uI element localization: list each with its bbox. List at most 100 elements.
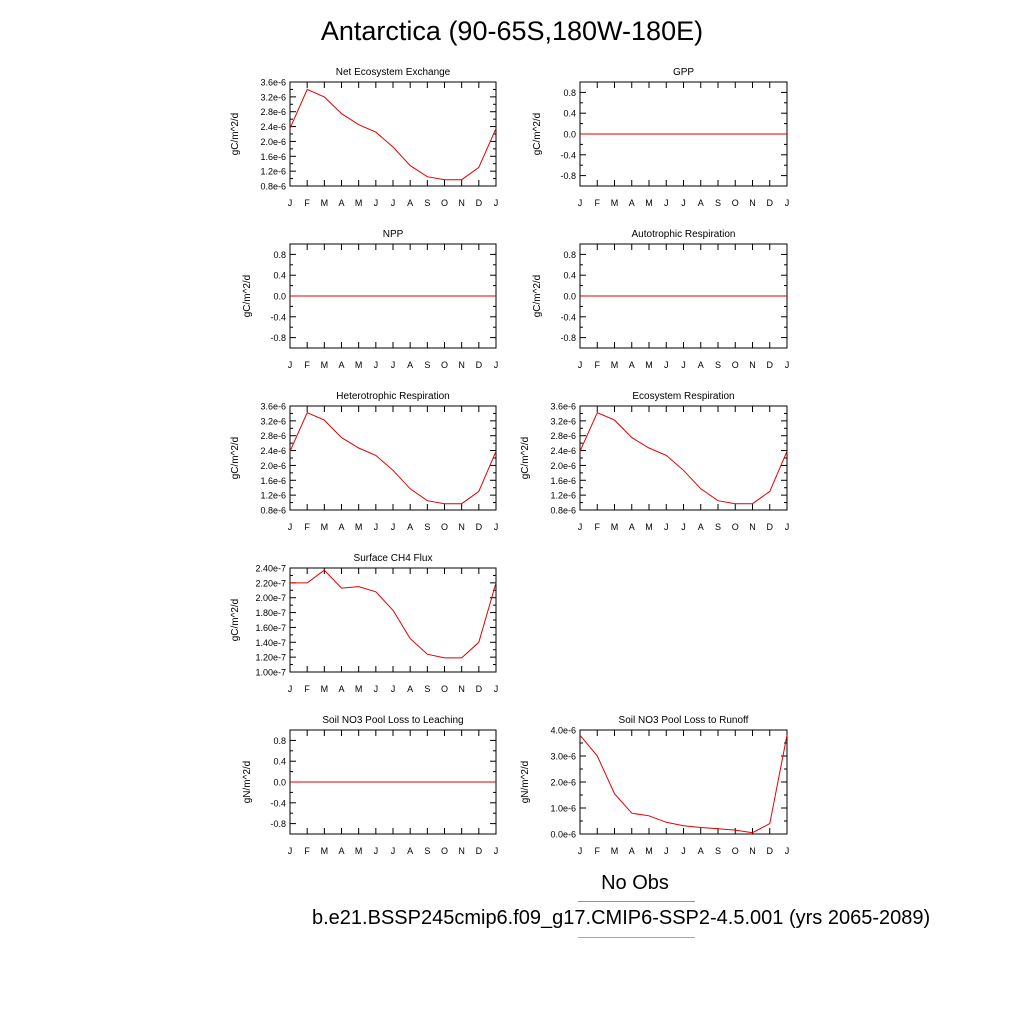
x-tick-label: A	[407, 360, 413, 370]
y-axis-label: gN/m^2/d	[242, 761, 253, 804]
x-tick-label: A	[407, 684, 413, 694]
y-tick-label: -0.8	[560, 333, 576, 343]
x-tick-label: J	[288, 522, 293, 532]
x-tick-label: D	[476, 198, 483, 208]
x-tick-label: D	[476, 846, 483, 856]
x-tick-label: F	[595, 522, 601, 532]
y-tick-label: 0.8	[563, 250, 576, 260]
x-tick-label: J	[494, 360, 499, 370]
x-tick-label: J	[288, 684, 293, 694]
x-tick-label: M	[355, 684, 363, 694]
panel-title: Ecosystem Respiration	[632, 391, 734, 402]
y-axis-label: gC/m^2/d	[242, 275, 253, 318]
y-tick-label: 2.0e-6	[550, 778, 576, 788]
x-tick-label: J	[578, 522, 583, 532]
x-tick-label: J	[391, 360, 396, 370]
x-tick-label: M	[645, 198, 653, 208]
y-tick-label: 2.40e-7	[255, 564, 286, 574]
y-tick-label: 1.2e-6	[260, 167, 286, 177]
x-tick-label: F	[304, 360, 310, 370]
y-tick-label: 3.0e-6	[550, 752, 576, 762]
x-tick-label: J	[785, 522, 790, 532]
y-tick-label: 1.0e-6	[550, 804, 576, 814]
x-tick-label: A	[338, 846, 344, 856]
series-line	[289, 412, 497, 505]
y-tick-label: 1.6e-6	[260, 152, 286, 162]
x-tick-label: O	[732, 522, 739, 532]
x-tick-label: J	[494, 522, 499, 532]
x-tick-label: O	[732, 198, 739, 208]
x-tick-label: D	[767, 846, 774, 856]
y-tick-label: 2.4e-6	[260, 446, 286, 456]
x-tick-label: A	[629, 846, 635, 856]
x-tick-label: S	[424, 360, 430, 370]
x-tick-label: N	[749, 360, 756, 370]
y-tick-label: 2.8e-6	[550, 431, 576, 441]
x-tick-label: S	[424, 522, 430, 532]
x-tick-label: D	[767, 360, 774, 370]
y-tick-label: 3.6e-6	[260, 78, 286, 88]
y-tick-label: 1.6e-6	[550, 476, 576, 486]
panel-title: Soil NO3 Pool Loss to Runoff	[619, 715, 749, 726]
y-tick-label: 3.6e-6	[550, 402, 576, 412]
x-tick-label: N	[749, 846, 756, 856]
x-tick-label: M	[645, 522, 653, 532]
panel-frame	[579, 405, 788, 511]
y-tick-label: 1.60e-7	[255, 623, 286, 633]
x-tick-label: J	[374, 360, 379, 370]
panel-title: Autotrophic Respiration	[632, 229, 736, 240]
y-tick-label: -0.4	[560, 312, 576, 322]
y-tick-label: 3.2e-6	[260, 416, 286, 426]
y-tick-label: 0.8e-6	[260, 182, 286, 192]
panel-title: Soil NO3 Pool Loss to Leaching	[322, 715, 463, 726]
x-tick-label: A	[698, 522, 704, 532]
x-tick-label: J	[494, 846, 499, 856]
x-tick-label: F	[304, 522, 310, 532]
x-tick-label: A	[629, 198, 635, 208]
y-axis-label: gC/m^2/d	[230, 599, 241, 642]
x-tick-label: A	[338, 360, 344, 370]
x-tick-label: F	[595, 198, 601, 208]
x-tick-label: J	[391, 522, 396, 532]
y-tick-label: -0.8	[270, 819, 286, 829]
x-tick-label: J	[374, 684, 379, 694]
y-tick-label: 2.20e-7	[255, 578, 286, 588]
y-tick-label: 1.20e-7	[255, 653, 286, 663]
panel-8: Soil NO3 Pool Loss to Leaching gN/m^2/d J F…	[242, 715, 498, 856]
y-tick-label: 3.6e-6	[260, 402, 286, 412]
y-tick-label: 2.8e-6	[260, 107, 286, 117]
x-tick-label: J	[578, 846, 583, 856]
y-tick-label: 1.2e-6	[550, 491, 576, 501]
x-tick-label: J	[494, 198, 499, 208]
x-tick-label: M	[645, 846, 653, 856]
x-tick-label: F	[595, 846, 601, 856]
y-tick-label: 1.80e-7	[255, 608, 286, 618]
x-tick-label: M	[355, 360, 363, 370]
y-tick-label: 3.2e-6	[260, 92, 286, 102]
x-tick-label: O	[441, 846, 448, 856]
y-tick-label: 1.00e-7	[255, 668, 286, 678]
x-tick-label: J	[664, 360, 669, 370]
y-tick-label: 0.4	[563, 271, 576, 281]
x-tick-label: N	[458, 360, 465, 370]
x-tick-label: A	[338, 684, 344, 694]
x-tick-label: S	[424, 846, 430, 856]
x-tick-label: J	[785, 846, 790, 856]
x-tick-label: J	[681, 360, 686, 370]
x-tick-label: J	[288, 360, 293, 370]
y-axis-label: gC/m^2/d	[520, 437, 531, 480]
x-tick-label: D	[767, 522, 774, 532]
x-tick-label: J	[681, 198, 686, 208]
x-tick-label: O	[732, 360, 739, 370]
x-tick-label: J	[288, 846, 293, 856]
y-tick-label: 0.0	[563, 292, 576, 302]
y-tick-label: 0.8	[273, 250, 286, 260]
x-tick-label: S	[715, 360, 721, 370]
y-tick-label: 0.4	[563, 109, 576, 119]
x-tick-label: F	[304, 684, 310, 694]
legend-obs-label: No Obs	[601, 872, 669, 894]
